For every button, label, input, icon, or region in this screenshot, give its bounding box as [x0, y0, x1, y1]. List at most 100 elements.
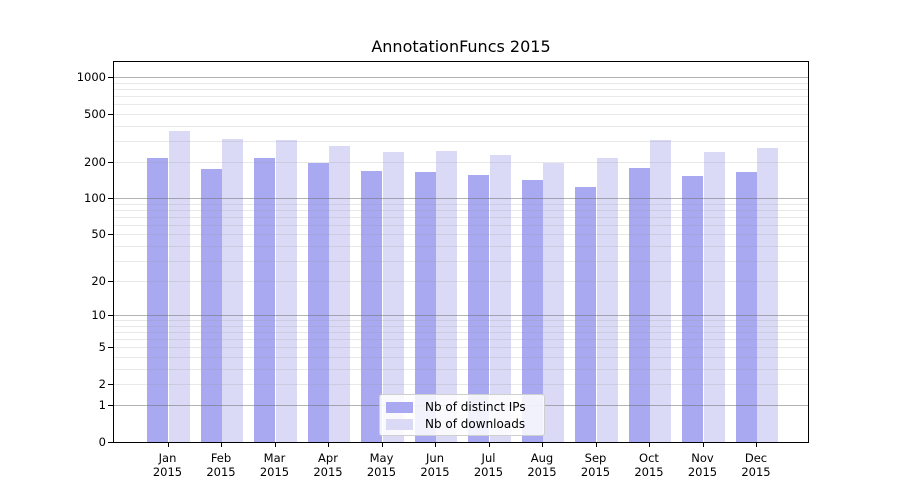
bar-downloads — [222, 139, 244, 442]
x-axis-tick-label: May 2015 — [352, 451, 412, 479]
minor-gridline — [114, 234, 808, 236]
y-tick-mark — [108, 405, 113, 407]
x-tick-mark — [542, 443, 543, 447]
y-tick-mark — [108, 441, 113, 443]
y-axis-tick-label: 10 — [91, 308, 106, 323]
bar-distinct-ips — [628, 168, 650, 442]
minor-gridline — [114, 260, 808, 262]
bar-downloads — [757, 148, 779, 442]
x-axis-tick-label: Dec 2015 — [726, 451, 786, 479]
year-label: 2015 — [473, 464, 504, 479]
minor-gridline — [114, 356, 808, 358]
major-gridline — [114, 315, 808, 317]
month-label: Feb — [210, 451, 232, 465]
legend-swatch-distinct-ips — [386, 402, 413, 413]
y-tick-mark — [108, 162, 113, 163]
legend: Nb of distinct IPs Nb of downloads — [379, 394, 545, 436]
minor-gridline — [114, 325, 808, 327]
legend-swatch-downloads — [386, 419, 413, 430]
month-label: Nov — [691, 451, 714, 465]
minor-gridline — [114, 140, 808, 142]
y-axis-tick-label: 50 — [91, 227, 106, 242]
month-label: Jun — [426, 451, 444, 465]
y-axis-tick-label: 100 — [84, 191, 106, 206]
y-axis-tick-label: 200 — [84, 155, 106, 169]
minor-gridline — [114, 104, 808, 106]
bar-distinct-ips — [147, 158, 169, 442]
x-tick-mark — [328, 443, 329, 447]
minor-gridline — [114, 281, 808, 283]
y-tick-mark — [108, 113, 113, 115]
x-axis-tick-label: Jan 2015 — [138, 451, 198, 479]
bar-downloads — [275, 139, 297, 442]
year-label: 2015 — [634, 464, 664, 479]
x-axis-tick-label: Aug 2015 — [512, 451, 572, 479]
y-tick-mark — [108, 234, 113, 236]
x-tick-mark — [274, 443, 276, 447]
bar-downloads — [650, 140, 672, 442]
legend-label-downloads: Nb of downloads — [425, 417, 526, 431]
year-label: 2015 — [313, 464, 343, 479]
x-tick-mark — [488, 443, 490, 447]
y-tick-mark — [108, 315, 113, 317]
month-label: Jul — [481, 451, 496, 465]
legend-row-downloads: Nb of downloads — [386, 416, 538, 433]
minor-gridline — [114, 89, 808, 91]
year-label: 2015 — [580, 464, 611, 479]
y-axis-tick-label: 2 — [98, 376, 106, 391]
legend-row-distinct-ips: Nb of distinct IPs — [386, 399, 538, 416]
minor-gridline — [114, 245, 808, 247]
month-label: May — [369, 451, 394, 465]
minor-gridline — [114, 339, 808, 341]
bar-distinct-ips — [468, 175, 490, 442]
minor-gridline — [114, 96, 808, 98]
bar-downloads — [329, 146, 351, 442]
x-tick-mark — [756, 443, 757, 447]
bar-distinct-ips — [414, 171, 436, 442]
x-tick-mark — [221, 443, 222, 447]
bar-distinct-ips — [735, 172, 757, 442]
y-tick-mark — [108, 198, 113, 200]
bar-distinct-ips — [200, 169, 222, 442]
minor-gridline — [114, 347, 808, 349]
y-axis-tick-label: 500 — [84, 106, 106, 121]
year-label: 2015 — [741, 464, 771, 479]
minor-gridline — [114, 162, 808, 163]
y-axis-tick-label: 1000 — [76, 70, 106, 85]
year-label: 2015 — [687, 464, 718, 479]
bar-distinct-ips — [521, 179, 543, 442]
x-axis-tick-label: Jul 2015 — [459, 451, 519, 479]
bar-downloads — [489, 155, 511, 442]
bar-distinct-ips — [682, 175, 704, 442]
x-axis-tick-label: Oct 2015 — [619, 451, 679, 479]
month-label: Sep — [584, 451, 607, 465]
x-tick-mark — [167, 443, 169, 447]
minor-gridline — [114, 113, 808, 115]
major-gridline — [114, 198, 808, 200]
y-axis-tick-label: 0 — [98, 434, 106, 449]
x-axis-tick-label: Jun 2015 — [405, 451, 465, 479]
month-label: Mar — [263, 451, 286, 465]
minor-gridline — [114, 125, 808, 127]
x-tick-mark — [649, 443, 650, 447]
month-label: Aug — [530, 451, 554, 465]
bar-downloads — [703, 151, 725, 442]
bar-distinct-ips — [307, 163, 329, 442]
legend-label-distinct-ips: Nb of distinct IPs — [425, 400, 526, 414]
plot-area — [113, 61, 809, 443]
bar-downloads — [596, 158, 618, 442]
x-tick-mark — [595, 443, 597, 447]
x-axis-tick-label: Apr 2015 — [298, 451, 358, 479]
month-label: Apr — [318, 451, 338, 465]
bar-downloads — [436, 150, 458, 442]
year-label: 2015 — [259, 464, 290, 479]
year-label: 2015 — [420, 464, 450, 479]
bar-distinct-ips — [254, 158, 276, 442]
y-axis-tick-label: 1 — [98, 398, 106, 413]
year-label: 2015 — [366, 464, 397, 479]
y-axis-tick-label: 20 — [91, 274, 106, 289]
x-axis-tick-label: Nov 2015 — [673, 451, 733, 479]
x-tick-mark — [435, 443, 436, 447]
y-tick-mark — [108, 281, 113, 283]
